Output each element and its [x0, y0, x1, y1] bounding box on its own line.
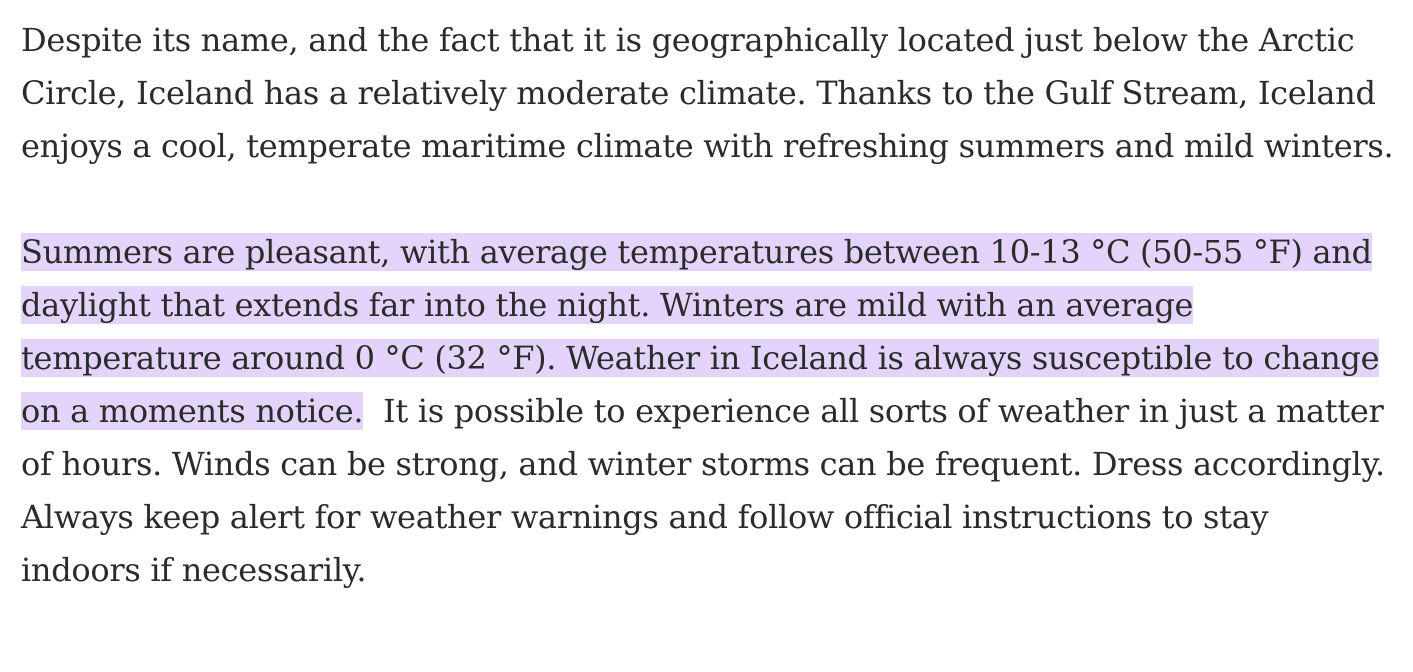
paragraph-weather-rest: It is possible to experience all sorts o… — [21, 392, 1395, 589]
article-body: Despite its name, and the fact that it i… — [21, 14, 1396, 597]
paragraph-weather-details: Summers are pleasant, with average tempe… — [21, 226, 1396, 597]
paragraph-climate-intro: Despite its name, and the fact that it i… — [21, 21, 1394, 165]
